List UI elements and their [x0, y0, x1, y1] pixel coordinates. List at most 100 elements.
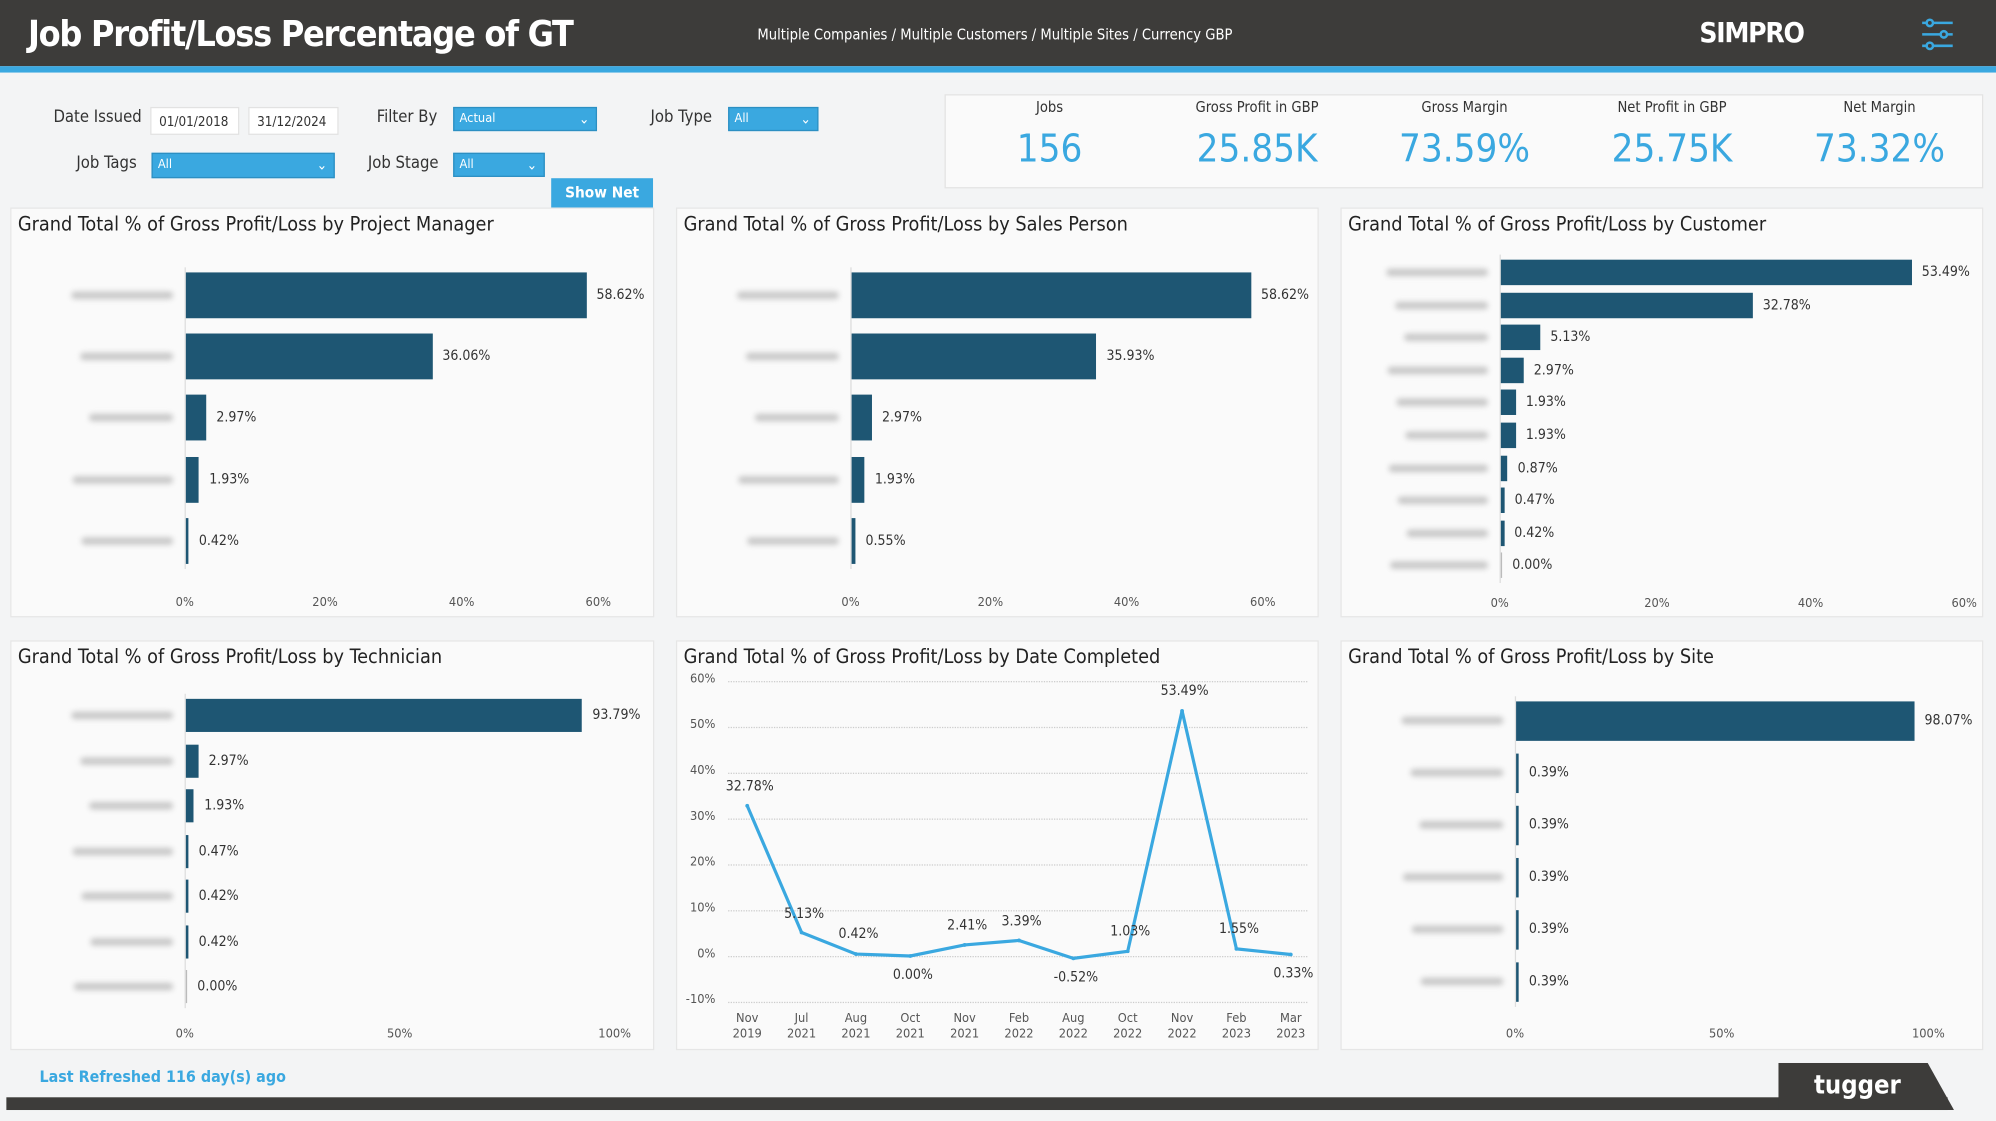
data-label: 0.00% — [892, 966, 933, 983]
x-tick-label: 20% — [977, 595, 1004, 610]
bar — [185, 333, 433, 380]
data-label: 53.49% — [1921, 263, 1970, 281]
chart-panel: Grand Total % of Gross Profit/Loss by Pr… — [10, 207, 655, 618]
chart-title: Grand Total % of Gross Profit/Loss by Cu… — [1348, 212, 1767, 236]
category-label-redacted — [1406, 529, 1489, 537]
y-tick-label: 40% — [689, 763, 716, 778]
bar — [185, 969, 188, 1004]
data-label: 2.97% — [216, 409, 257, 426]
data-label: 1.93% — [1525, 393, 1566, 411]
category-label-redacted — [71, 291, 174, 300]
kpi-gross-margin: Gross Margin 73.59% — [1361, 95, 1568, 172]
data-label: 58.62% — [1261, 286, 1310, 303]
x-tick-label: Aug 2022 — [1058, 1012, 1088, 1042]
category-label-redacted — [72, 847, 174, 855]
kpi-card: Jobs 156 Gross Profit in GBP 25.85K Gross … — [944, 94, 1984, 189]
category-label-redacted — [1396, 398, 1489, 407]
job-tags-label: Job Tags — [76, 154, 137, 174]
date-from-input[interactable]: 01/01/2018 — [150, 106, 240, 135]
data-label: 0.00% — [1512, 556, 1553, 574]
breadcrumb: Multiple Companies / Multiple Customers … — [757, 25, 1233, 44]
category-label-redacted — [737, 291, 839, 300]
data-label: 0.87% — [1517, 459, 1558, 476]
data-label: -0.52% — [1053, 968, 1099, 986]
data-label: 3.39% — [1001, 912, 1042, 929]
tugger-logo-tab — [1778, 1062, 1954, 1111]
data-label: 35.93% — [1106, 347, 1155, 365]
x-tick-label: 60% — [1250, 595, 1276, 610]
chevron-down-icon: ⌄ — [526, 156, 538, 174]
x-tick-label: 0% — [1490, 597, 1509, 612]
job-type-label: Job Type — [650, 108, 713, 128]
x-tick-label: 50% — [386, 1027, 413, 1042]
kpi-label: Gross Margin — [1421, 98, 1508, 116]
job-type-dropdown[interactable]: All ⌄ — [728, 106, 819, 132]
data-label: 1.93% — [204, 796, 245, 814]
category-label-redacted — [89, 801, 174, 810]
bar — [851, 395, 872, 441]
x-tick-label: 0% — [175, 595, 194, 610]
data-label: 0.39% — [1528, 815, 1569, 833]
gridline — [728, 955, 1308, 958]
job-type-value: All — [734, 112, 749, 127]
show-net-button[interactable]: Show Net — [551, 178, 654, 208]
x-tick-label: 40% — [1113, 595, 1140, 610]
y-tick-label: 60% — [689, 672, 716, 687]
x-tick-label: 100% — [598, 1027, 632, 1042]
tugger-logo: tugger — [1813, 1069, 1901, 1100]
y-axis-line — [1499, 254, 1501, 584]
data-label: 2.97% — [208, 751, 249, 769]
data-label: 58.62% — [596, 286, 645, 303]
category-label-redacted — [1410, 768, 1504, 777]
chevron-down-icon: ⌄ — [578, 110, 590, 128]
bar — [1516, 857, 1519, 897]
sliders-icon[interactable] — [1920, 18, 1956, 51]
y-tick-label: 50% — [689, 717, 716, 732]
bar — [1500, 487, 1505, 514]
last-refreshed-text: Last Refreshed 116 day(s) ago — [39, 1066, 286, 1086]
x-tick-label: 20% — [312, 595, 338, 610]
kpi-net-profit: Net Profit in GBP 25.75K — [1568, 95, 1775, 172]
data-label: 2.41% — [947, 916, 988, 934]
x-tick-label: 40% — [1797, 597, 1824, 612]
data-label: 53.49% — [1160, 682, 1209, 700]
category-label-redacted — [71, 711, 174, 720]
bar — [185, 395, 207, 441]
kpi-jobs: Jobs 156 — [946, 95, 1153, 172]
chart-title: Grand Total % of Gross Profit/Loss by Da… — [683, 645, 1161, 669]
bar — [1500, 357, 1524, 383]
filter-by-value: Actual — [459, 112, 496, 127]
bar — [1516, 909, 1519, 949]
job-tags-dropdown[interactable]: All ⌄ — [151, 152, 335, 179]
data-label: 0.00% — [197, 977, 238, 995]
y-tick-label: -10% — [685, 992, 716, 1007]
data-label: 1.03% — [1110, 923, 1151, 940]
date-to-input[interactable]: 31/12/2024 — [248, 106, 339, 135]
y-axis-line — [850, 267, 852, 569]
category-label-redacted — [1388, 464, 1489, 472]
x-tick-label: Nov 2019 — [732, 1012, 762, 1042]
chart-panel: Grand Total % of Gross Profit/Loss by Sa… — [675, 207, 1319, 618]
category-label-redacted — [80, 352, 174, 361]
data-label: 2.97% — [882, 409, 923, 426]
job-stage-dropdown[interactable]: All ⌄ — [453, 152, 545, 177]
chart-title: Grand Total % of Gross Profit/Loss by Te… — [17, 645, 443, 669]
bar — [185, 879, 189, 913]
gridline — [728, 818, 1308, 820]
chart-title: Grand Total % of Gross Profit/Loss by Pr… — [17, 212, 494, 236]
kpi-label: Net Margin — [1843, 98, 1916, 116]
category-label-redacted — [1420, 977, 1504, 986]
category-label-redacted — [90, 937, 174, 946]
y-axis-line — [1514, 695, 1517, 1007]
data-label: 1.55% — [1218, 920, 1259, 938]
chart-title: Grand Total % of Gross Profit/Loss by Si… — [1348, 645, 1714, 669]
category-label-redacted — [745, 352, 839, 361]
filter-by-dropdown[interactable]: Actual ⌄ — [453, 106, 598, 132]
y-axis-line — [184, 693, 186, 1009]
kpi-label: Jobs — [1035, 98, 1064, 116]
x-tick-label: Aug 2021 — [841, 1012, 871, 1042]
bar — [185, 789, 195, 823]
x-tick-label: Mar 2023 — [1276, 1012, 1306, 1042]
bar — [1516, 700, 1915, 741]
bar — [1500, 292, 1753, 318]
